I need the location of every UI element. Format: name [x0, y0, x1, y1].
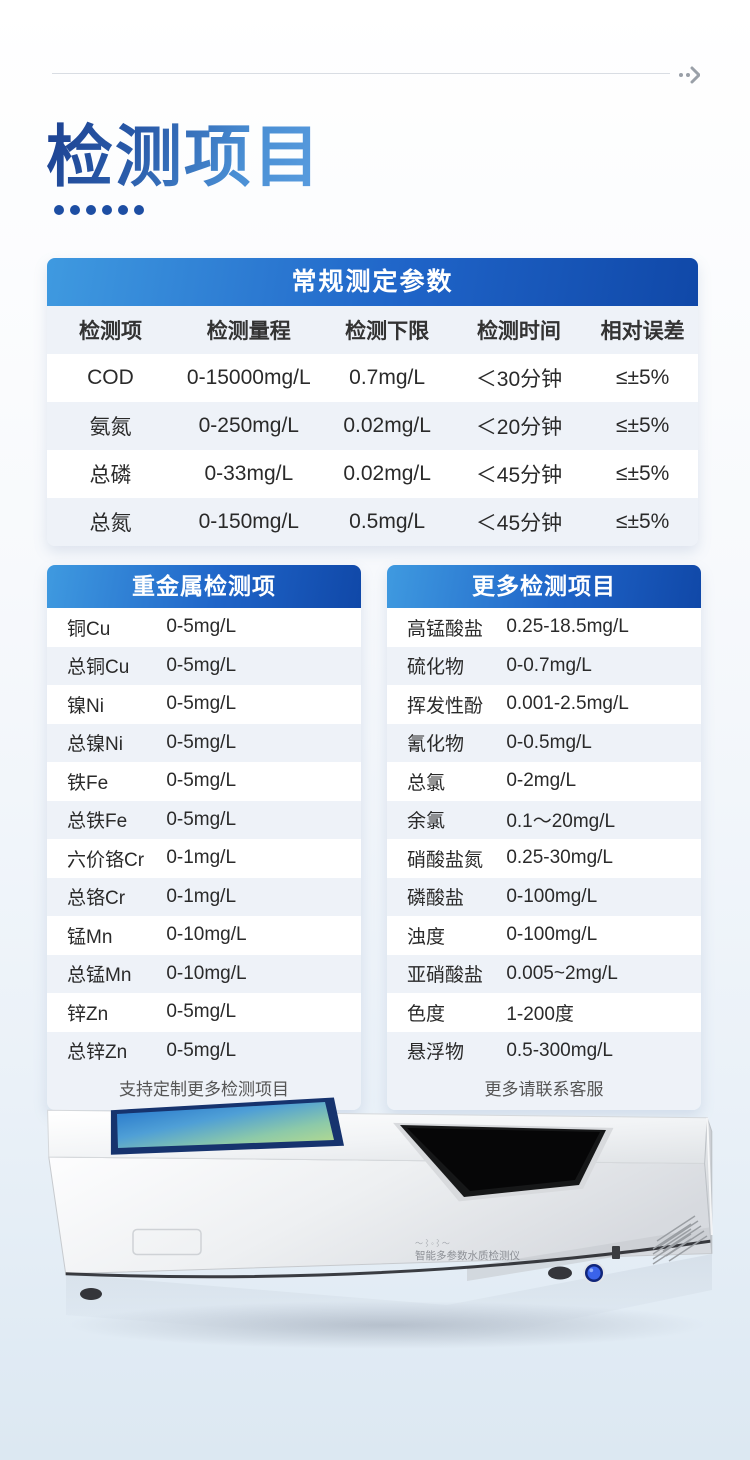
svg-text:智能多参数水质检测仪: 智能多参数水质检测仪	[415, 1249, 520, 1262]
svg-text:～⌇◦⌇～: ～⌇◦⌇～	[415, 1239, 450, 1248]
